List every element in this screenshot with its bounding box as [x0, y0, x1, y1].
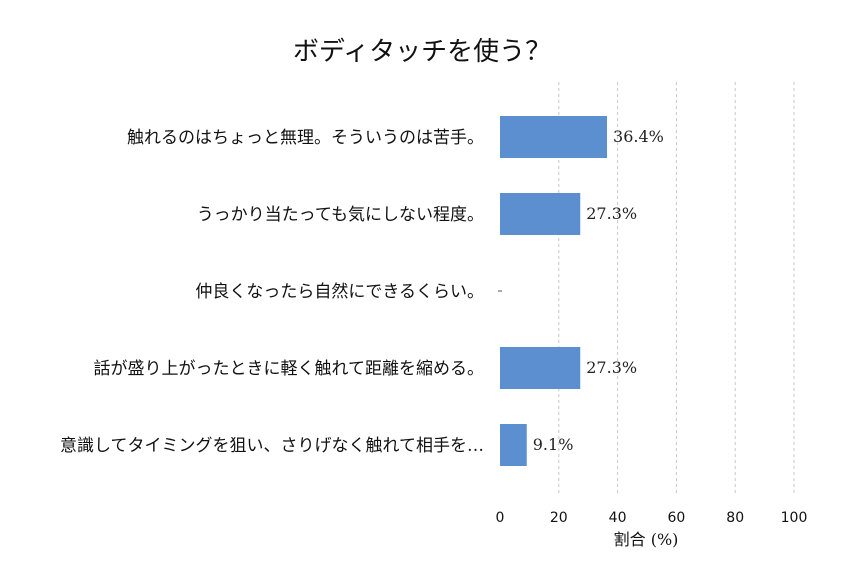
- x-tick-label-40: 40: [609, 510, 627, 526]
- category-label-0: 触れるのはちょっと無理。そういうのは苦手。: [127, 128, 484, 148]
- value-label-1: 27.3%: [586, 204, 637, 223]
- chart-title: ボディタッチを使う？: [293, 37, 551, 67]
- category-label-4: 意識してタイミングを狙い、さりげなく触れて相手を…: [60, 436, 484, 456]
- grid-lines: [558, 82, 795, 495]
- value-label-4: 9.1%: [533, 435, 574, 454]
- x-tick-labels: 0 20 40 60 80 100: [496, 510, 808, 526]
- value-labels: 36.4% 27.3% 27.3% 9.1%: [533, 127, 664, 454]
- bar-0: [500, 116, 608, 158]
- bar-3: [500, 347, 581, 389]
- x-axis-label: 割合 (%): [614, 530, 679, 549]
- bar-4: [500, 424, 527, 466]
- value-label-3: 27.3%: [586, 358, 637, 377]
- x-tick-label-60: 60: [667, 510, 685, 526]
- x-tick-label-0: 0: [496, 510, 505, 526]
- bars: [498, 116, 608, 466]
- x-tick-label-80: 80: [726, 510, 744, 526]
- x-tick-label-20: 20: [550, 510, 568, 526]
- value-label-0: 36.4%: [613, 127, 664, 146]
- x-tick-label-100: 100: [781, 510, 808, 526]
- bar-1: [500, 193, 581, 235]
- category-label-1: うっかり当たっても気にしない程度。: [197, 205, 484, 225]
- category-labels: 触れるのはちょっと無理。そういうのは苦手。うっかり当たっても気にしない程度。仲良…: [60, 128, 484, 456]
- category-label-2: 仲良くなったら自然にできるくらい。: [195, 282, 484, 302]
- category-label-3: 話が盛り上がったときに軽く触れて距離を縮める。: [94, 359, 485, 379]
